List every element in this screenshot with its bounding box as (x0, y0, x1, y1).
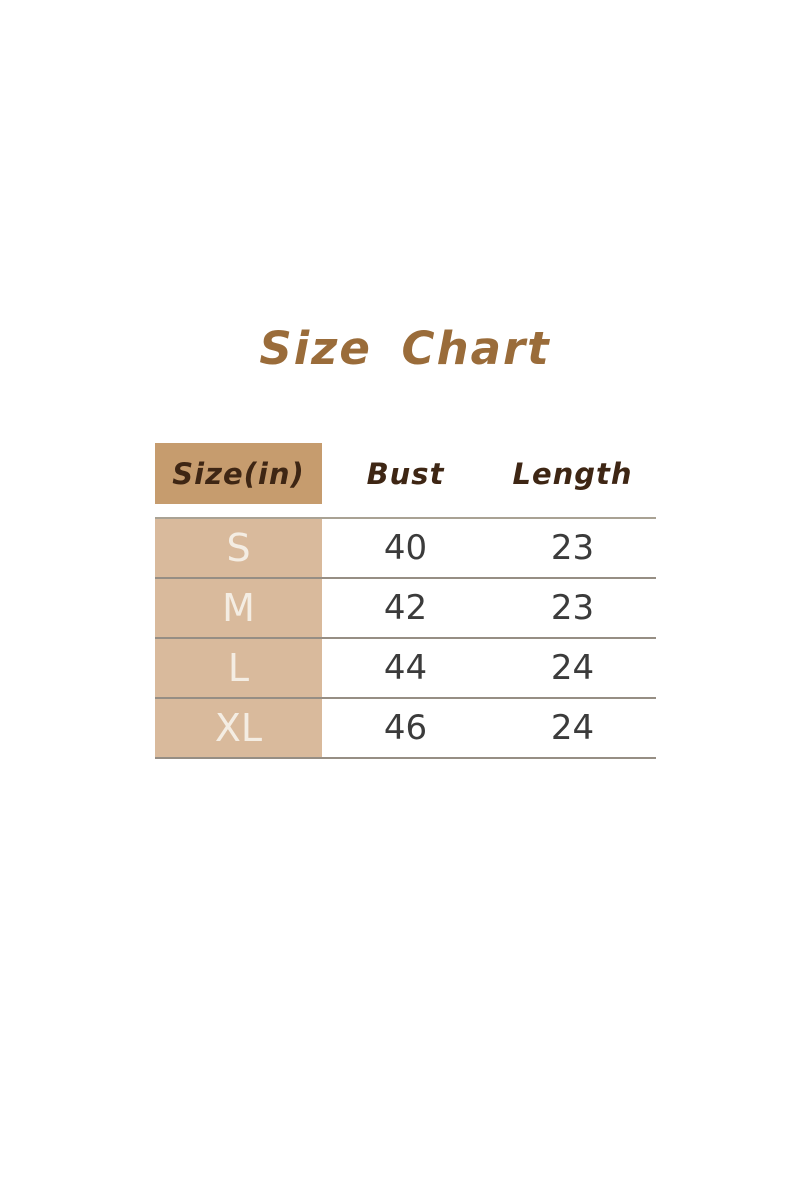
size-table: Size(in) Bust Length S 40 23 M 42 23 L 4… (155, 443, 656, 759)
length-value-cell: 23 (550, 528, 595, 568)
table-row-s: S 40 23 (155, 519, 656, 579)
header-cell-size: Size(in) (155, 443, 322, 504)
bust-value-cell: 46 (383, 708, 428, 748)
table-row-l: L 44 24 (155, 639, 656, 699)
bust-value-cell: 44 (383, 648, 428, 688)
length-value-cell: 23 (550, 588, 595, 628)
length-value-cell: 24 (550, 648, 595, 688)
size-label-cell: L (155, 639, 322, 697)
table-row-m: M 42 23 (155, 579, 656, 639)
size-label-cell: S (155, 519, 322, 577)
length-value-cell: 24 (550, 708, 595, 748)
header-cell-length: Length (512, 456, 633, 491)
size-table-body: S 40 23 M 42 23 L 44 24 XL 46 24 (155, 517, 656, 759)
table-row-xl: XL 46 24 (155, 699, 656, 759)
page-title: Size Chart (259, 322, 551, 375)
size-label-cell: M (155, 579, 322, 637)
bust-value-cell: 40 (383, 528, 428, 568)
bust-value-cell: 42 (383, 588, 428, 628)
header-cell-bust: Bust (366, 456, 445, 491)
size-label-cell: XL (155, 699, 322, 757)
size-table-header-row: Size(in) Bust Length (155, 443, 656, 504)
